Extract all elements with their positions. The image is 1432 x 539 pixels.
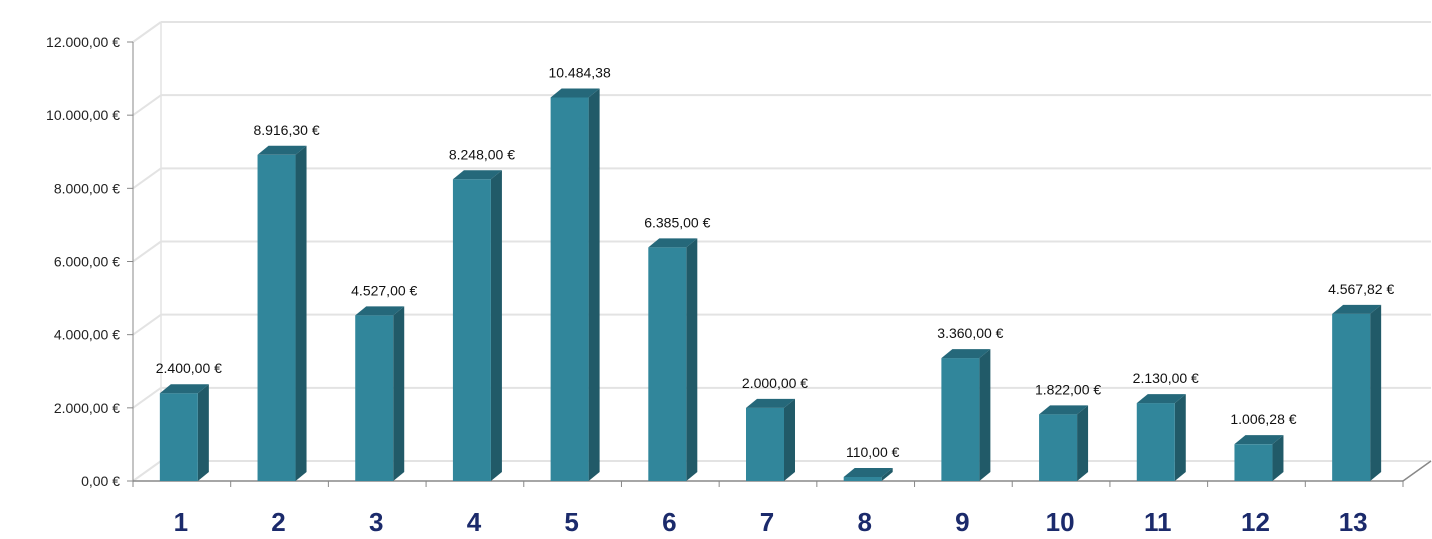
data-label: 4.567,82 €: [1328, 281, 1394, 297]
x-tick-label: 1: [174, 507, 188, 534]
gridline-side: [132, 387, 162, 409]
bar-top: [1136, 394, 1186, 404]
data-label: 10.484,38: [548, 64, 610, 80]
x-tick-label: 8: [857, 507, 871, 534]
bar: [941, 358, 980, 481]
bar: [1332, 313, 1371, 481]
bar-top: [355, 306, 405, 316]
bar: [159, 393, 198, 481]
bar-side: [393, 306, 405, 481]
bar: [746, 407, 784, 481]
y-tick-label: 10.000,00 €: [46, 107, 120, 123]
bar: [452, 179, 491, 481]
bar-side: [295, 145, 307, 482]
data-label: 110,00 €: [846, 444, 900, 460]
y-tick-label: 2.000,00 €: [54, 400, 120, 416]
y-tick-label: 4.000,00 €: [54, 327, 120, 343]
bar-top: [941, 349, 991, 359]
bar-side: [686, 238, 698, 481]
bar-top: [1039, 405, 1089, 415]
gridline-side: [132, 94, 162, 116]
gridline-side: [132, 313, 162, 336]
bar-top: [648, 238, 698, 248]
x-tick-label: 13: [1339, 507, 1368, 534]
data-label: 4.527,00 €: [351, 282, 417, 298]
bar-side: [979, 349, 991, 481]
x-tick-label: 6: [662, 507, 676, 534]
bar-top: [843, 467, 893, 477]
bar-top: [1234, 435, 1284, 445]
bar-top: [746, 398, 795, 408]
y-tick-label: 12.000,00 €: [46, 34, 120, 50]
x-tick-label: 10: [1046, 507, 1075, 534]
gridline-side: [132, 240, 162, 263]
data-label: 1.006,28 €: [1230, 411, 1296, 427]
bar-top: [159, 384, 209, 394]
x-tick-label: 5: [564, 507, 578, 534]
bar-side: [588, 88, 600, 481]
bar: [1234, 444, 1273, 481]
data-label: 6.385,00 €: [644, 214, 710, 230]
gridline-side: [132, 167, 162, 190]
bar: [355, 315, 394, 481]
data-label: 2.000,00 €: [742, 375, 808, 391]
x-axis-depth-line: [1402, 460, 1432, 482]
data-label: 8.248,00 €: [449, 146, 515, 162]
bar-top: [550, 88, 600, 98]
bar-top: [452, 170, 502, 180]
data-label: 1.822,00 €: [1035, 381, 1101, 397]
bar-top: [1332, 304, 1382, 314]
x-tick-label: 11: [1144, 507, 1172, 534]
y-tick-label: 6.000,00 €: [54, 254, 120, 270]
data-label: 3.360,00 €: [937, 325, 1003, 341]
x-tick-label: 12: [1241, 507, 1270, 534]
data-label: 2.400,00 €: [156, 360, 222, 376]
x-tick-label: 4: [467, 507, 482, 534]
bar-side: [490, 170, 502, 481]
bar: [257, 154, 296, 482]
data-label: 8.916,30 €: [253, 122, 319, 138]
bar-side: [1370, 304, 1382, 481]
bar-side: [784, 398, 795, 481]
x-tick-label: 9: [955, 507, 969, 534]
bar-side: [1174, 394, 1186, 481]
bar: [550, 97, 589, 481]
bar: [648, 247, 687, 481]
y-tick-label: 0,00 €: [81, 473, 120, 489]
gridline-side: [132, 21, 162, 43]
bar: [843, 476, 882, 481]
bar-side: [197, 384, 209, 481]
x-tick-label: 7: [760, 507, 774, 534]
bar-side: [1272, 435, 1284, 481]
bar-top: [257, 145, 307, 155]
gridline-side: [132, 460, 162, 482]
y-tick-label: 8.000,00 €: [54, 180, 120, 196]
x-tick-label: 2: [271, 507, 285, 534]
bar-side: [1077, 405, 1089, 481]
x-tick-label: 3: [369, 507, 383, 534]
bar: [1136, 403, 1175, 481]
bar: [1039, 414, 1078, 481]
data-label: 2.130,00 €: [1133, 370, 1199, 386]
bar-side: [881, 467, 893, 481]
